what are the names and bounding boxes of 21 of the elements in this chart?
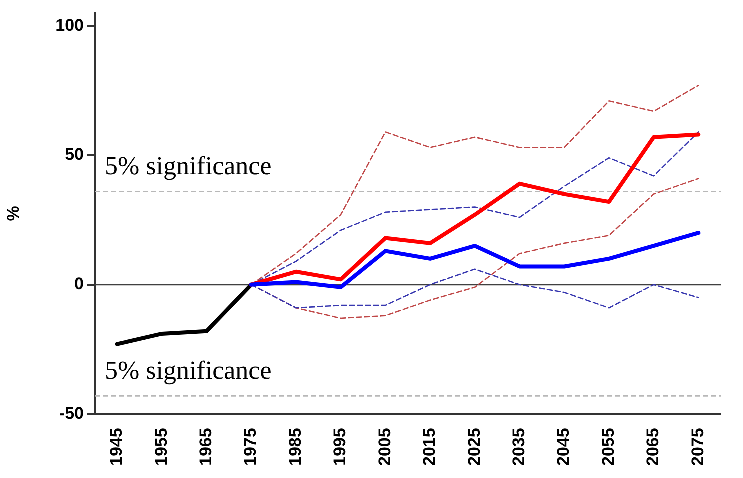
x-tick-label: 1995 [330,428,350,466]
y-tick-label: 100 [56,16,84,35]
x-tick-label: 2025 [464,428,484,466]
x-tick-label: 2045 [554,428,574,466]
x-tick-label: 1985 [286,428,305,466]
x-tick-label: 2055 [598,428,618,466]
y-axis-title: % [4,206,23,222]
y-tick-label: 50 [65,145,84,164]
y-tick-label: 0 [74,274,84,294]
x-tick-label: 1945 [107,428,126,466]
y-tick-label: -50 [59,404,84,423]
x-tick-label: 1975 [241,428,260,466]
ref-line-label: 5% significance [105,152,272,181]
x-tick-label: 2065 [644,428,663,466]
ref-line-label: 5% significance [105,356,272,386]
x-tick-label: 2075 [688,428,708,466]
x-tick-label: 2035 [509,428,528,466]
x-tick-label: 1965 [196,428,216,466]
x-tick-label: 2005 [375,428,394,466]
x-tick-label: 2015 [420,428,440,466]
x-tick-label: 1955 [152,428,171,466]
